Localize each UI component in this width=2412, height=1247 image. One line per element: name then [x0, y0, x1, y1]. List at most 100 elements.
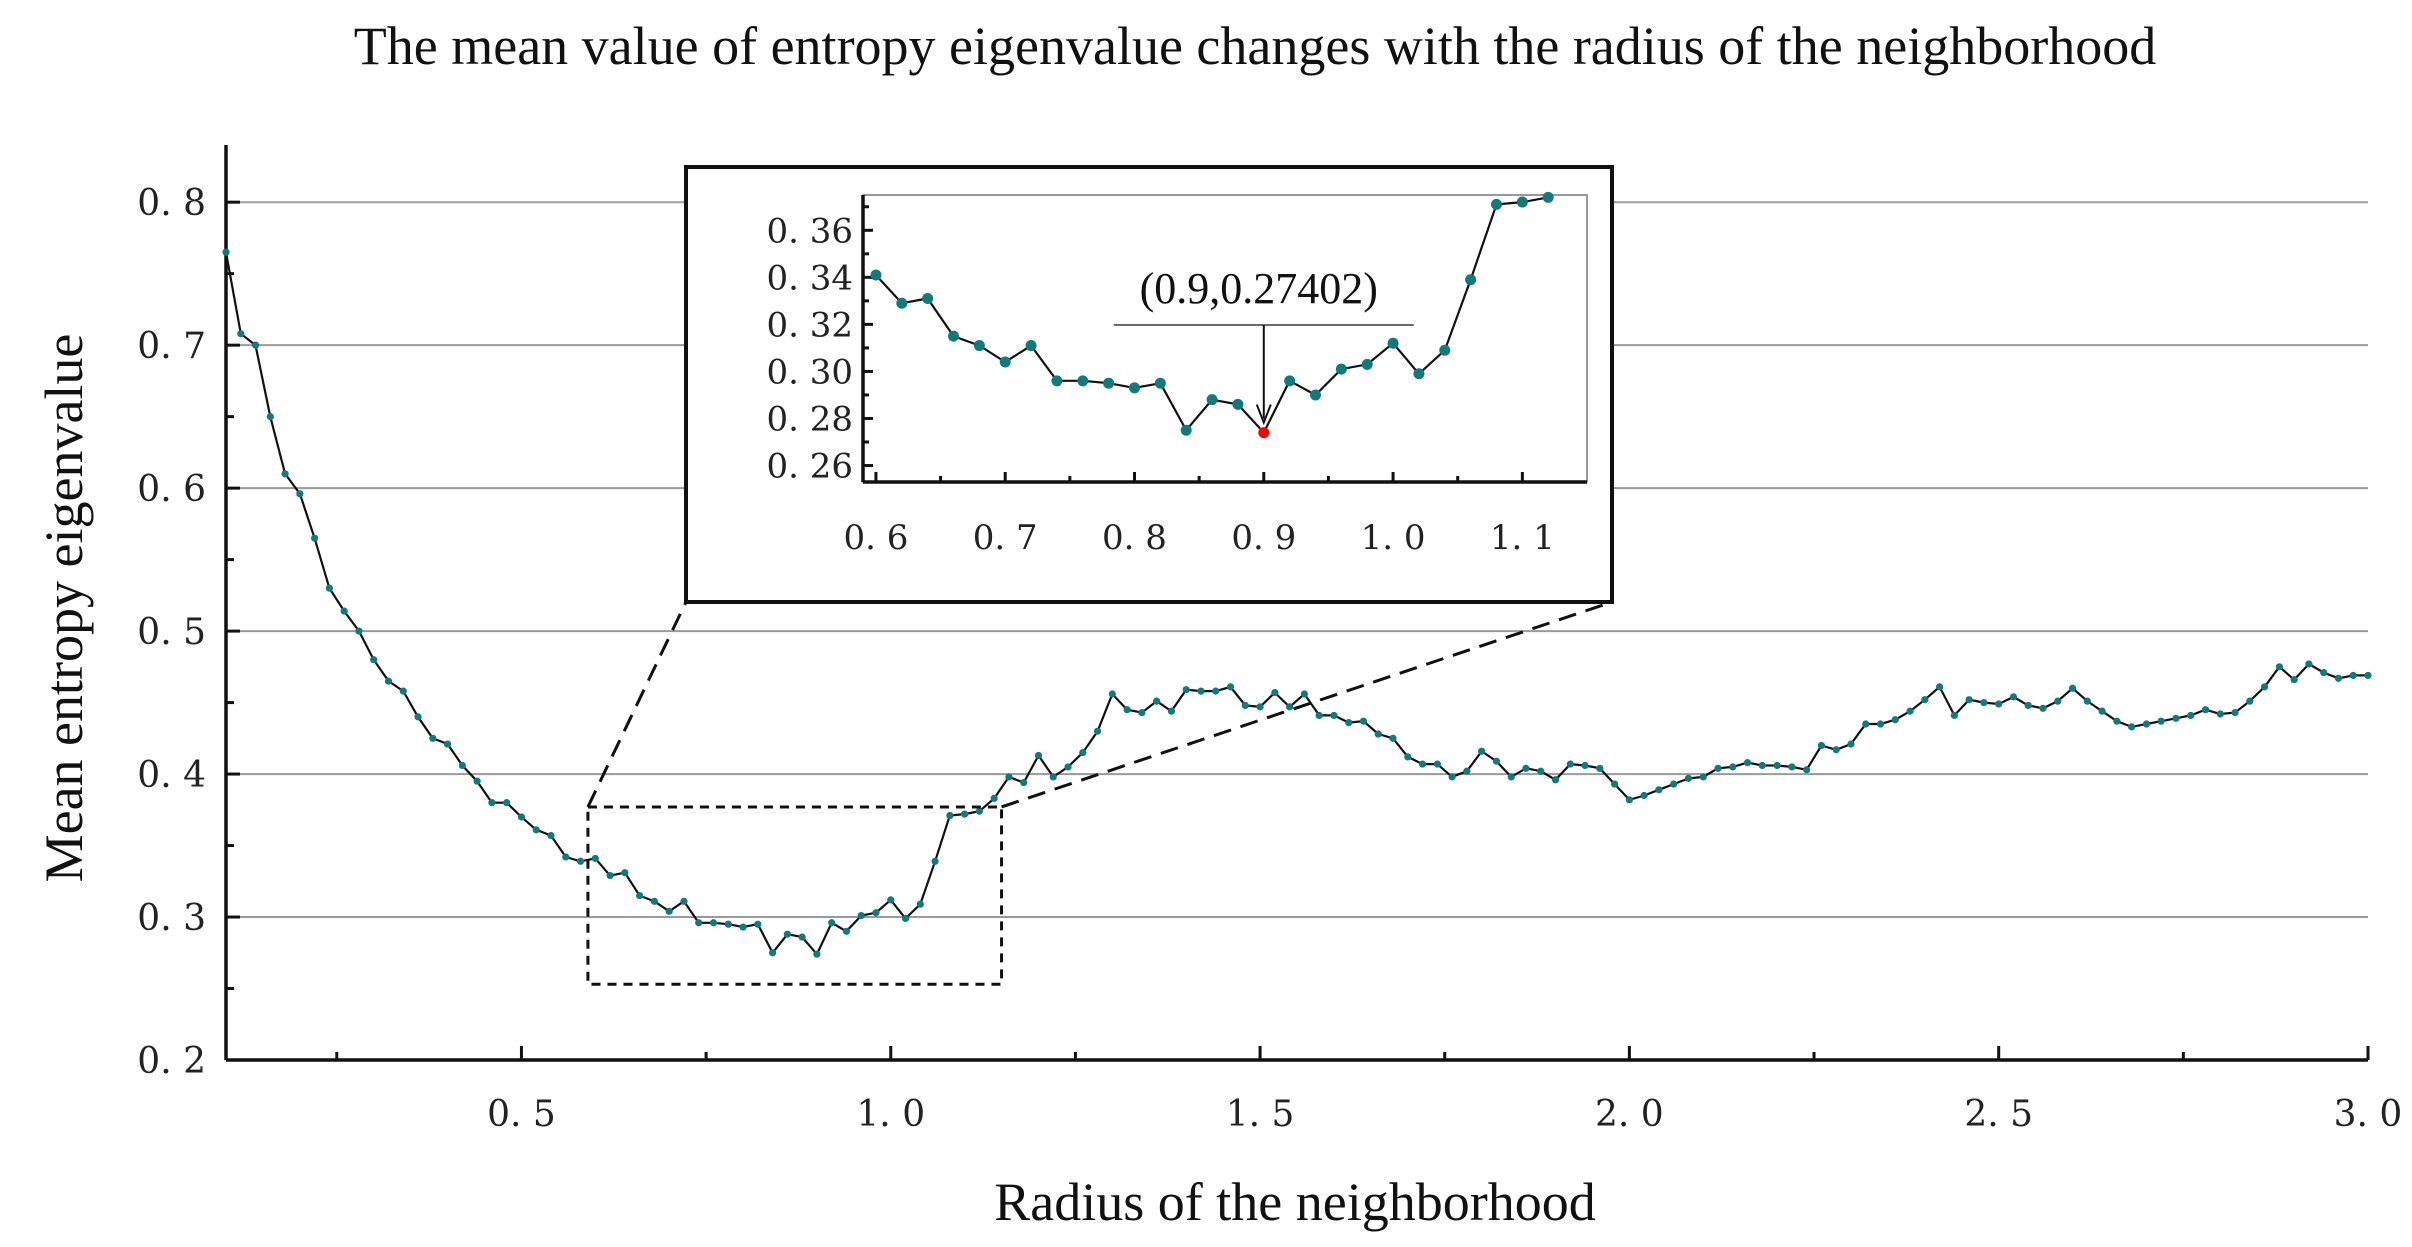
data-point: [1492, 757, 1501, 765]
data-point: [1832, 746, 1840, 754]
data-point: [828, 919, 836, 927]
data-point: [606, 871, 614, 880]
x-tick-label: 0. 5: [487, 1094, 556, 1135]
inset-x-tick-label: 1. 1: [1490, 518, 1555, 558]
data-point: [562, 853, 570, 861]
main-series: [222, 248, 2372, 958]
data-point: [621, 869, 629, 877]
inset-data-point: [948, 330, 959, 342]
data-point: [251, 341, 260, 349]
data-point: [1906, 707, 1914, 715]
data-point: [1788, 763, 1796, 771]
data-point: [2083, 697, 2091, 705]
data-point: [2290, 676, 2298, 684]
inset-y-tick-label: 0. 28: [766, 399, 853, 439]
data-point: [1005, 773, 1013, 781]
inset-x-tick-label: 0. 9: [1231, 518, 1296, 558]
data-point: [1153, 697, 1161, 705]
data-point: [1581, 761, 1589, 770]
data-point: [1980, 698, 1988, 707]
inset-data-point: [1077, 375, 1089, 387]
inset-data-point: [870, 269, 882, 281]
data-point: [2349, 671, 2357, 680]
annotation-arrow-head: [1255, 404, 1272, 426]
data-point: [901, 914, 910, 923]
x-axis-label: Radius of the neighborhood: [994, 1172, 1595, 1232]
data-point: [768, 949, 777, 957]
data-point: [857, 912, 865, 920]
data-point: [1817, 741, 1826, 750]
inset-data-point: [973, 340, 985, 352]
data-point: [2128, 723, 2136, 731]
data-point: [1300, 690, 1308, 698]
data-point: [1803, 766, 1811, 774]
data-point: [1699, 773, 1707, 781]
inset-data-point: [1439, 344, 1451, 356]
data-point: [1064, 763, 1072, 771]
data-point: [443, 740, 452, 748]
data-point: [1079, 749, 1087, 757]
data-point: [1950, 711, 1958, 720]
data-point: [517, 813, 526, 821]
inset-x-tick-label: 0. 6: [843, 518, 908, 558]
data-point: [1995, 700, 2003, 708]
data-point: [1049, 773, 1057, 781]
data-point: [266, 413, 274, 421]
inset-data-point: [1542, 191, 1554, 203]
inset-chart: 0. 26 0. 28 0. 30 0. 32 0. 34 0. 36 0. 6 0. 7 0.…: [684, 165, 1614, 604]
data-point: [975, 807, 983, 815]
inset-y-tick-label: 0. 34: [766, 258, 853, 298]
data-point: [2305, 660, 2313, 668]
data-point: [2231, 708, 2239, 717]
data-point: [1315, 711, 1323, 720]
data-point: [591, 854, 599, 863]
data-point: [1891, 716, 1899, 724]
inset-data-point: [1387, 337, 1399, 349]
data-point: [399, 687, 407, 695]
data-point: [1123, 706, 1131, 714]
data-point: [2334, 674, 2343, 682]
inset-data-point: [1129, 382, 1140, 394]
inset-data-point: [1103, 377, 1115, 389]
data-point: [1463, 767, 1471, 775]
zoom-region: [586, 600, 1613, 986]
x-tick-label: 2. 5: [1964, 1094, 2033, 1135]
y-tick-label: 0. 3: [137, 898, 206, 939]
data-point: [1182, 686, 1190, 694]
data-point: [1758, 761, 1766, 770]
data-point: [739, 923, 747, 931]
data-point: [842, 927, 851, 935]
data-point: [636, 891, 644, 900]
inset-data-point: [999, 356, 1011, 368]
inset-data-point: [1310, 389, 1321, 401]
data-point: [1389, 734, 1397, 742]
data-point: [724, 920, 732, 928]
data-point: [1655, 786, 1663, 794]
data-point: [2216, 710, 2224, 718]
data-point: [1241, 701, 1249, 710]
data-point: [2172, 714, 2180, 722]
data-point: [1256, 703, 1264, 711]
data-point: [1448, 773, 1456, 781]
data-point: [2364, 671, 2372, 680]
inset-data-point: [1284, 375, 1296, 387]
y-tick-label: 0. 4: [137, 755, 206, 796]
data-point: [990, 794, 998, 802]
data-point: [1271, 688, 1279, 697]
inset-data-point: [1051, 375, 1063, 387]
data-point: [1138, 708, 1146, 717]
data-point: [1862, 720, 1870, 728]
inset-data-point: [1465, 274, 1477, 286]
data-point: [798, 933, 806, 941]
data-point: [1034, 751, 1043, 760]
main-tick-labels: 0. 2 0. 3 0. 4 0. 5 0. 6 0. 7 0. 8 0. 5 1. 0 1. 5…: [137, 183, 2402, 1135]
data-point: [1551, 776, 1560, 784]
data-point: [2320, 668, 2328, 677]
data-point: [1921, 696, 1929, 704]
data-point: [1743, 759, 1752, 767]
data-point: [1773, 761, 1781, 770]
data-point: [2187, 711, 2195, 720]
zoom-connector-left: [586, 601, 688, 808]
y-tick-label: 0. 2: [137, 1041, 206, 1082]
data-point: [1714, 764, 1722, 772]
